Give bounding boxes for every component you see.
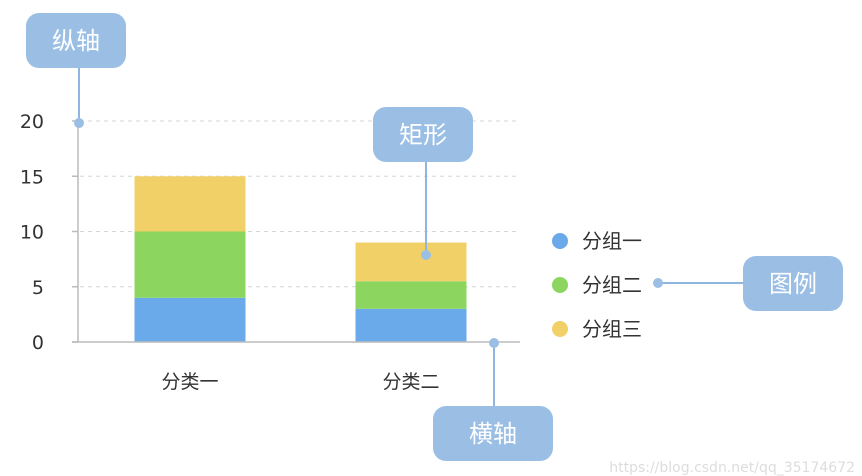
callout-bar-box	[373, 107, 473, 162]
y-tick-label: 0	[32, 332, 44, 354]
x-category-labels: 分类一 分类二	[161, 371, 439, 393]
x-category-label: 分类二	[382, 371, 439, 393]
callout-legend-box	[743, 256, 843, 311]
bar-segment	[355, 242, 467, 282]
callout-y-axis: 纵轴	[26, 13, 126, 128]
legend-marker	[552, 277, 568, 293]
legend-label: 分组二	[582, 273, 642, 297]
callout-x-axis-text: 横轴	[469, 420, 517, 448]
callout-bar-dot	[421, 250, 431, 260]
watermark: https://blog.csdn.net/qq_35174672	[609, 460, 855, 476]
y-tick-label: 10	[20, 222, 44, 244]
callout-bar: 矩形	[373, 107, 473, 260]
callout-legend-dot	[653, 278, 663, 288]
callout-legend: 图例	[653, 256, 843, 311]
bar-segment	[355, 281, 467, 309]
y-tick-label: 15	[20, 166, 44, 188]
callout-y-axis-dot	[74, 118, 84, 128]
callout-bar-text: 矩形	[399, 121, 447, 149]
callout-x-axis-box	[433, 406, 553, 461]
callout-y-axis-text: 纵轴	[52, 27, 100, 55]
y-tick-label: 20	[20, 111, 44, 133]
legend-marker	[552, 233, 568, 249]
legend-marker	[552, 321, 568, 337]
bar-segment	[134, 231, 246, 298]
bar-segment	[134, 176, 246, 232]
axes	[72, 120, 520, 343]
callout-legend-text: 图例	[769, 270, 817, 298]
bars	[134, 176, 467, 342]
callout-y-axis-box	[26, 13, 126, 68]
y-tick-labels: 0 5 10 15 20	[20, 111, 44, 354]
x-category-label: 分类一	[161, 371, 218, 393]
callout-x-axis: 横轴	[433, 338, 553, 461]
bar-segment	[134, 297, 246, 342]
callout-x-axis-dot	[489, 338, 499, 348]
legend-label: 分组三	[582, 317, 642, 341]
legend-label: 分组一	[582, 229, 642, 253]
bar-segment	[355, 308, 467, 342]
y-tick-label: 5	[32, 277, 44, 299]
